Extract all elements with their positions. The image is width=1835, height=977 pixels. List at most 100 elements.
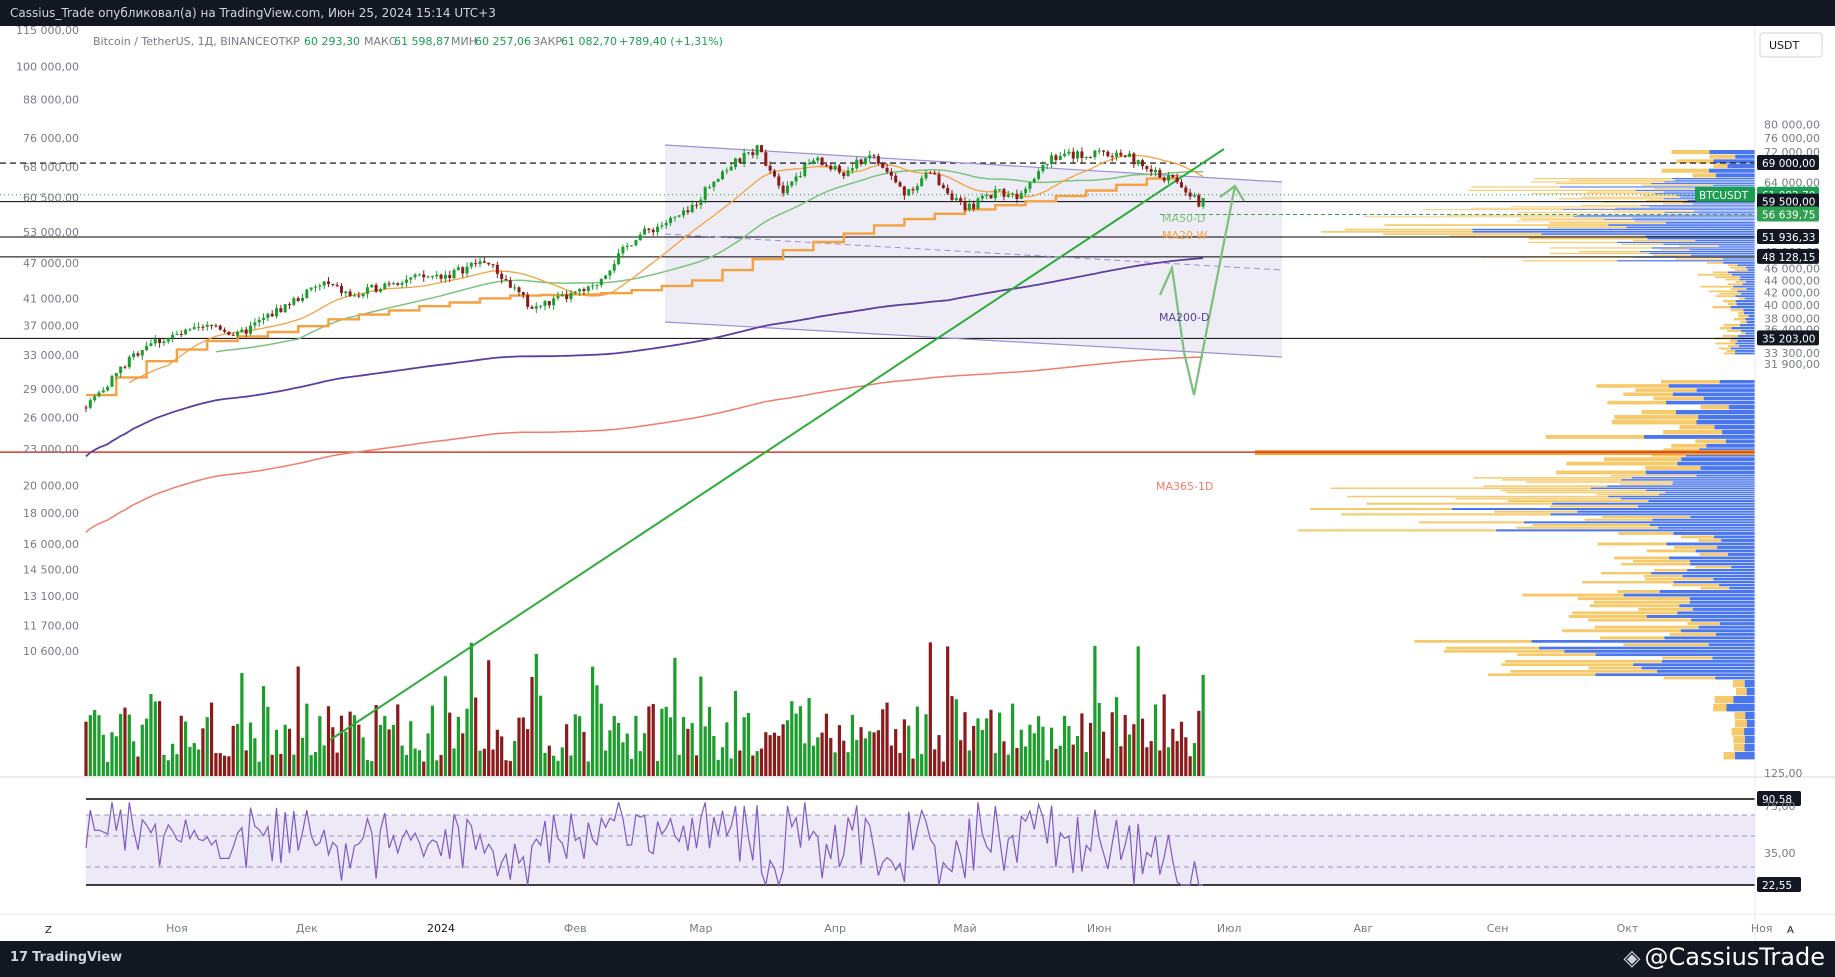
candle-body [1032, 178, 1036, 183]
volume-profile-bar [1645, 470, 1755, 475]
volume-profile-bar [1723, 262, 1755, 264]
candle-body [119, 366, 123, 374]
volume-profile-bar [1746, 720, 1755, 728]
volume-profile-bar [1663, 676, 1716, 680]
volume-profile-bar [1654, 569, 1688, 572]
volume-profile-bar [1700, 587, 1730, 590]
volume-profile-bar [1330, 487, 1591, 489]
candle-body [365, 287, 369, 294]
volume-profile-bar [1547, 226, 1627, 229]
volume-profile-bar [1734, 269, 1748, 271]
volume-profile-bar [1647, 237, 1755, 240]
candle-body [452, 269, 456, 279]
volume-profile-bar [1665, 400, 1755, 405]
volume-profile-bar [1708, 643, 1755, 647]
candle-body [625, 245, 629, 247]
candle-body [400, 282, 404, 285]
candle-body [162, 341, 166, 344]
volume-profile-bar [1531, 181, 1665, 183]
diamond-icon: ◈ [1623, 946, 1641, 971]
volume-bar [1019, 729, 1023, 776]
volume-profile-bar [1510, 670, 1658, 673]
log-scale-button[interactable]: Z [45, 925, 52, 936]
volume-profile-bar [1741, 330, 1755, 332]
chart-area[interactable]: 115 000,00 100 000,00 88 000,00 76 000,00 68… [0, 24, 1835, 941]
candle-body [1002, 189, 1006, 197]
volume-bar [946, 646, 950, 776]
volume-bar [876, 730, 880, 776]
volume-profile-bar [1661, 168, 1709, 173]
volume-profile-bar [1414, 640, 1532, 643]
volume-profile-bar [1559, 186, 1755, 188]
publish-header: Cassius_Trade опубликовал(а) на TradingV… [0, 0, 1835, 26]
candle-body [1067, 151, 1071, 154]
volume-bar [413, 748, 417, 776]
candle-body [534, 306, 538, 309]
chart-svg[interactable]: 115 000,00 100 000,00 88 000,00 76 000,00 68… [0, 24, 1835, 941]
volume-profile-bar [1741, 292, 1755, 295]
volume-profile-bar [1721, 539, 1755, 542]
price-label-box [1757, 229, 1819, 245]
candle-body [270, 313, 274, 317]
volume-profile-bar [1641, 666, 1755, 670]
volume-profile-bar [1713, 535, 1755, 539]
candle-body [824, 165, 828, 167]
volume-profile-bar [1672, 483, 1755, 485]
currency-button[interactable]: USDT [1759, 32, 1823, 58]
left-tick-label: 16 000,00 [23, 538, 79, 551]
candle-body [244, 329, 248, 334]
time-tick-label: Июн [1087, 922, 1112, 935]
volume-bar [1114, 697, 1119, 776]
candle-body [140, 350, 144, 356]
volume-profile-bar [1523, 260, 1618, 262]
candle-body [249, 325, 253, 334]
volume-bar [274, 729, 279, 776]
volume-profile-bar [1473, 477, 1632, 479]
volume-bar [578, 716, 582, 776]
volume-profile-bar [1581, 205, 1641, 206]
time-tick-label: Ноя [166, 922, 188, 935]
volume-profile-bar [1744, 312, 1755, 315]
candle-body [876, 155, 880, 164]
candle-body [1058, 156, 1062, 160]
tradingview-logo[interactable]: 17 TradingView [10, 950, 122, 965]
volume-bar [383, 715, 387, 776]
volume-bar [491, 749, 495, 776]
candle-body [751, 152, 755, 156]
volume-profile-bar [1673, 581, 1755, 584]
candle-body [292, 298, 296, 305]
right-tick-label: 38 000,00 [1764, 312, 1820, 325]
volume-bar [1132, 724, 1136, 776]
volume-bar [539, 695, 543, 776]
volume-profile-bar [1690, 563, 1755, 566]
volume-bar [283, 724, 287, 776]
candle-body [266, 313, 270, 318]
volume-profile-bar [1687, 569, 1755, 572]
candle-body [344, 291, 348, 294]
time-tick-label: Окт [1617, 922, 1639, 935]
candle-body [508, 280, 512, 288]
volume-bar [1158, 750, 1162, 776]
candle-body [972, 203, 976, 209]
candle-body [435, 274, 439, 277]
candle-body [1028, 182, 1032, 189]
volume-profile-bar [1733, 285, 1755, 288]
volume-profile-bar [1712, 656, 1755, 660]
volume-bar [474, 697, 478, 776]
candle-body [1145, 166, 1149, 170]
volume-bar [391, 724, 396, 776]
candle-body [716, 179, 720, 182]
volume-profile-bar [1679, 425, 1715, 430]
left-tick-label: 10 600,00 [23, 645, 79, 658]
candle-body [88, 400, 92, 408]
volume-profile-bar [1445, 646, 1540, 650]
auto-scale-button[interactable]: A [1787, 925, 1794, 936]
volume-profile-bar [1689, 597, 1755, 601]
volume-bar [179, 715, 183, 776]
rsi-line [85, 802, 1204, 888]
candle-body [179, 333, 183, 335]
volume-profile-bar [1713, 704, 1727, 712]
candle-body [985, 195, 989, 197]
volume-bar [534, 653, 538, 776]
volume-bar [352, 715, 357, 776]
